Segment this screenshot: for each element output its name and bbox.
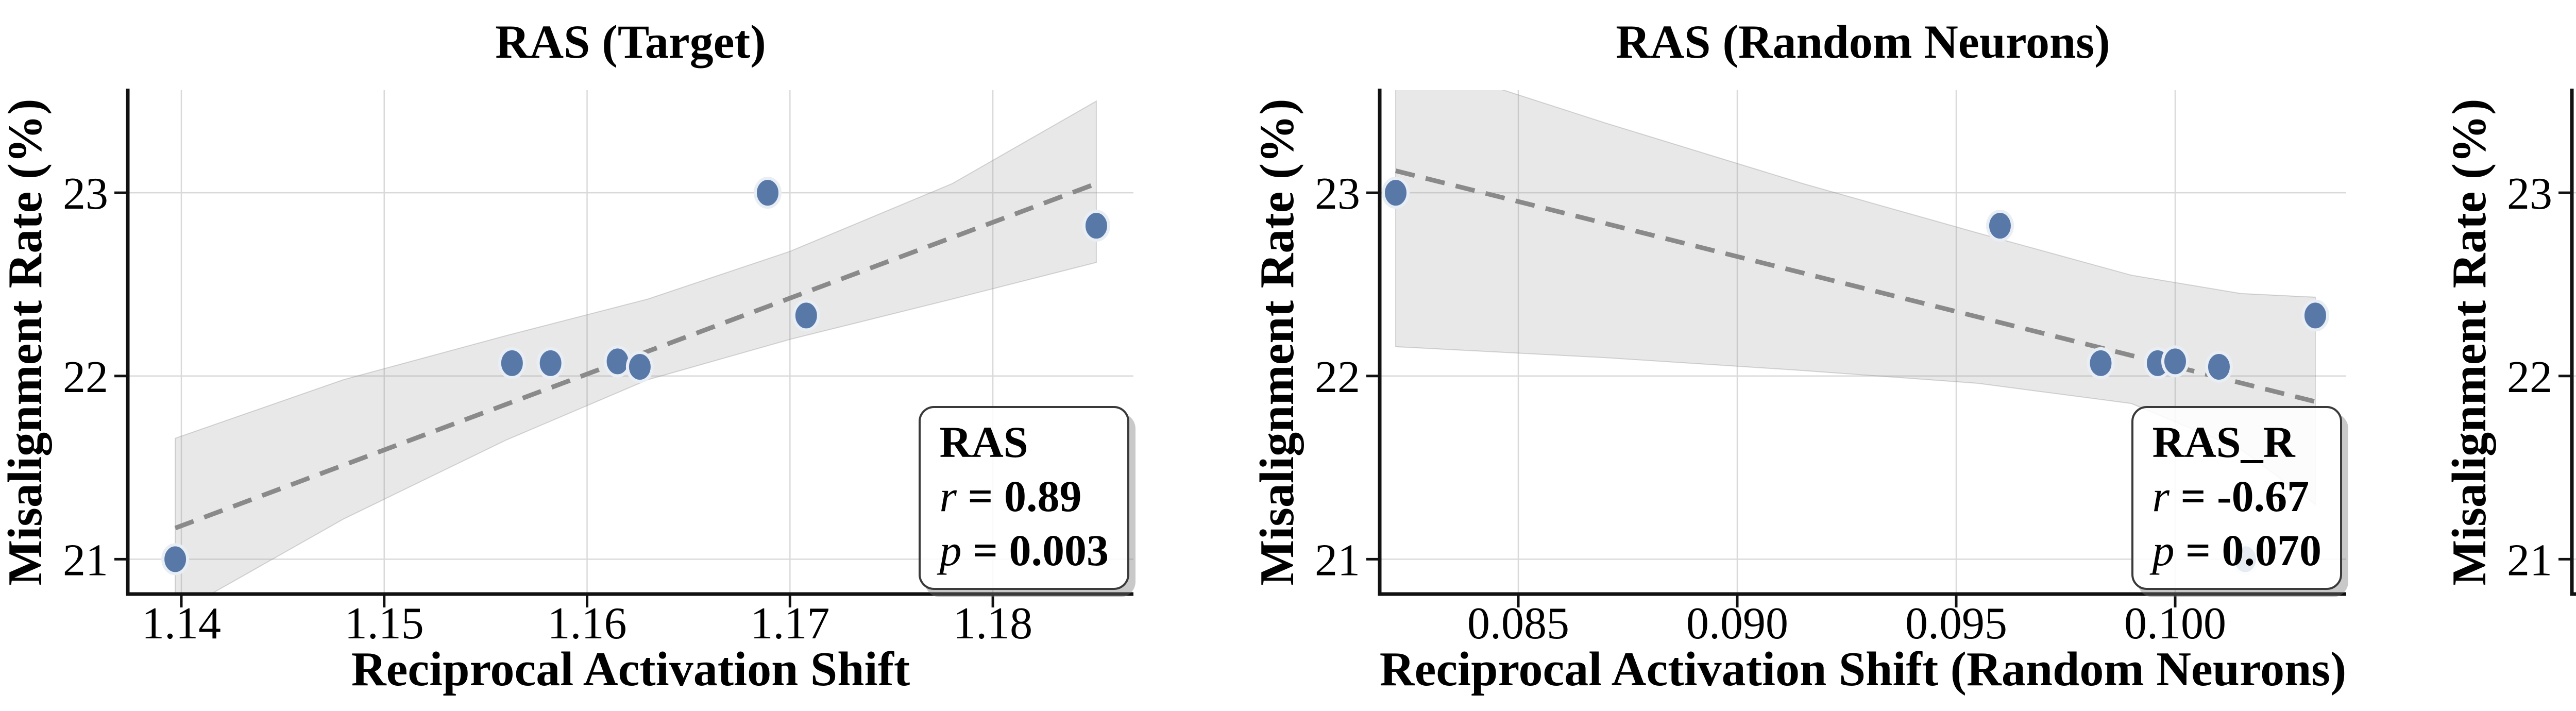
panel-ras-target: 1.14 1.15 1.16 1.17 1.18 21 22 23 RAS (Target) Re… [0, 15, 1133, 696]
x-tick-label: 0.095 [1905, 599, 2007, 649]
legend-series-name: RAS_R [2152, 417, 2295, 467]
x-tick-label: 1.16 [548, 599, 627, 649]
x-tick-label: 0.085 [1467, 599, 1569, 649]
legend-r-symbol: r [939, 471, 957, 521]
panel-kl-divergence: 3.00e-044.00e-045.00e-04212223KL Diverge… [2443, 89, 2576, 596]
y-axis-label: Misalignment Rate (%) [2443, 98, 2496, 585]
data-point [1986, 210, 2014, 242]
legend-p-line: p = 0.070 [2152, 523, 2321, 578]
legend-r-symbol: r [2152, 471, 2170, 521]
x-tick-label: 1.15 [345, 599, 424, 649]
legend-r-value: = -0.67 [2180, 471, 2310, 521]
legend-p-symbol: p [2152, 526, 2175, 575]
y-tick-label: 23 [1315, 169, 1360, 219]
y-tick-label: 22 [1315, 352, 1360, 402]
legend-ras-target: RAS r = 0.89 p = 0.003 [919, 406, 1129, 590]
data-point [792, 299, 820, 332]
legend-p-value: = 0.003 [972, 526, 1109, 575]
y-tick-label: 23 [2507, 169, 2552, 219]
data-point [2087, 347, 2115, 379]
data-point [2161, 345, 2189, 378]
legend-p-value: = 0.070 [2185, 526, 2321, 575]
plot-title: RAS (Random Neurons) [1616, 15, 2110, 68]
data-point [754, 177, 782, 209]
y-tick-label: 23 [63, 169, 108, 219]
data-point [2205, 351, 2233, 383]
x-tick-label: 0.090 [1686, 599, 1788, 649]
x-tick-label: 1.17 [750, 599, 829, 649]
confidence-band [175, 100, 1097, 594]
y-tick-label: 21 [2507, 535, 2552, 585]
legend-ras-random: RAS_R r = -0.67 p = 0.070 [2131, 406, 2342, 590]
data-point [498, 347, 526, 379]
legend-r-value: = 0.89 [968, 471, 1082, 521]
x-tick-label: 1.14 [142, 599, 221, 649]
y-tick-label: 21 [1315, 535, 1360, 585]
trend-line [174, 181, 1097, 531]
legend-r-line: r = 0.89 [939, 469, 1109, 523]
data-point [603, 345, 632, 378]
legend-p-symbol: p [939, 526, 962, 575]
x-tick-label: 0.100 [2124, 599, 2226, 649]
y-tick-label: 21 [63, 535, 108, 585]
data-point [1082, 210, 1110, 242]
legend-series-name: RAS [939, 417, 1028, 467]
x-axis-label: Reciprocal Activation Shift [351, 642, 910, 696]
legend-p-line: p = 0.003 [939, 523, 1109, 578]
x-tick-label: 1.18 [953, 599, 1032, 649]
data-point [625, 351, 654, 383]
y-axis-label: Misalignment Rate (%) [0, 98, 52, 585]
x-axis-label: Reciprocal Activation Shift (Random Neur… [1380, 642, 2347, 696]
y-axis-label: Misalignment Rate (%) [1250, 98, 1304, 585]
panel-ras-random-neurons: 0.085 0.090 0.095 0.100 21 22 23 RAS (Random Ne… [1250, 15, 2346, 696]
legend-r-line: r = -0.67 [2152, 469, 2321, 523]
data-point [2301, 299, 2329, 332]
data-point [161, 543, 190, 575]
plot-title: RAS (Target) [495, 15, 766, 68]
y-tick-label: 22 [2507, 352, 2552, 402]
y-tick-label: 22 [63, 352, 108, 402]
data-point [1382, 177, 1410, 209]
data-point [536, 347, 565, 379]
